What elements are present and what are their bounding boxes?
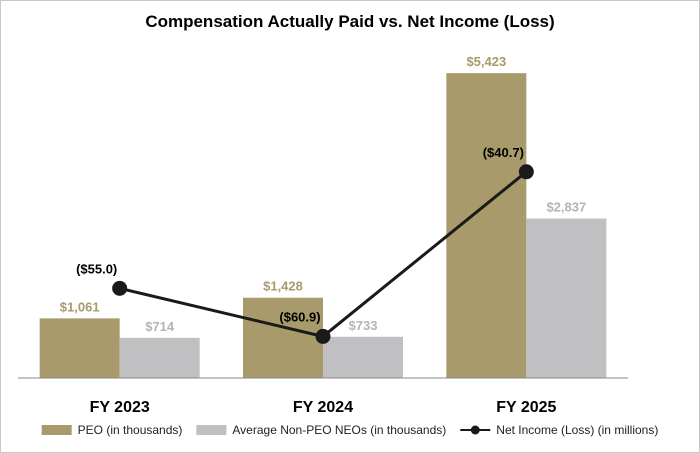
legend-label: Net Income (Loss) (in millions) <box>496 423 658 437</box>
bar <box>323 336 403 378</box>
legend-item: Average Non-PEO NEOs (in thousands) <box>196 423 446 437</box>
bar <box>119 337 200 378</box>
bar-value-label: $733 <box>349 318 378 333</box>
line-point <box>518 164 534 180</box>
bar-value-label: $5,423 <box>466 54 506 69</box>
legend-line-marker <box>470 425 480 435</box>
legend-label: Average Non-PEO NEOs (in thousands) <box>232 423 446 437</box>
legend-item: PEO (in thousands) <box>41 423 183 437</box>
bar <box>39 318 120 378</box>
legend-label: PEO (in thousands) <box>78 423 183 437</box>
bar <box>243 297 323 378</box>
chart-title: Compensation Actually Paid vs. Net Incom… <box>145 12 554 31</box>
bar-value-label: $1,428 <box>263 279 303 294</box>
legend-swatch <box>41 425 72 435</box>
bar <box>526 218 607 378</box>
category-label: FY 2024 <box>293 399 353 416</box>
line-point <box>112 280 128 296</box>
line-value-label: ($60.9) <box>279 309 320 324</box>
legend-item: Net Income (Loss) (in millions) <box>460 423 658 437</box>
bar-value-label: $2,837 <box>546 200 586 215</box>
category-label: FY 2025 <box>496 399 556 416</box>
line-value-label: ($55.0) <box>76 261 117 276</box>
bar-value-label: $714 <box>145 319 175 334</box>
legend-swatch <box>196 425 227 435</box>
line-value-label: ($40.7) <box>483 145 524 160</box>
bar-value-label: $1,061 <box>60 299 100 314</box>
category-label: FY 2023 <box>90 399 150 416</box>
line-point <box>315 328 331 344</box>
